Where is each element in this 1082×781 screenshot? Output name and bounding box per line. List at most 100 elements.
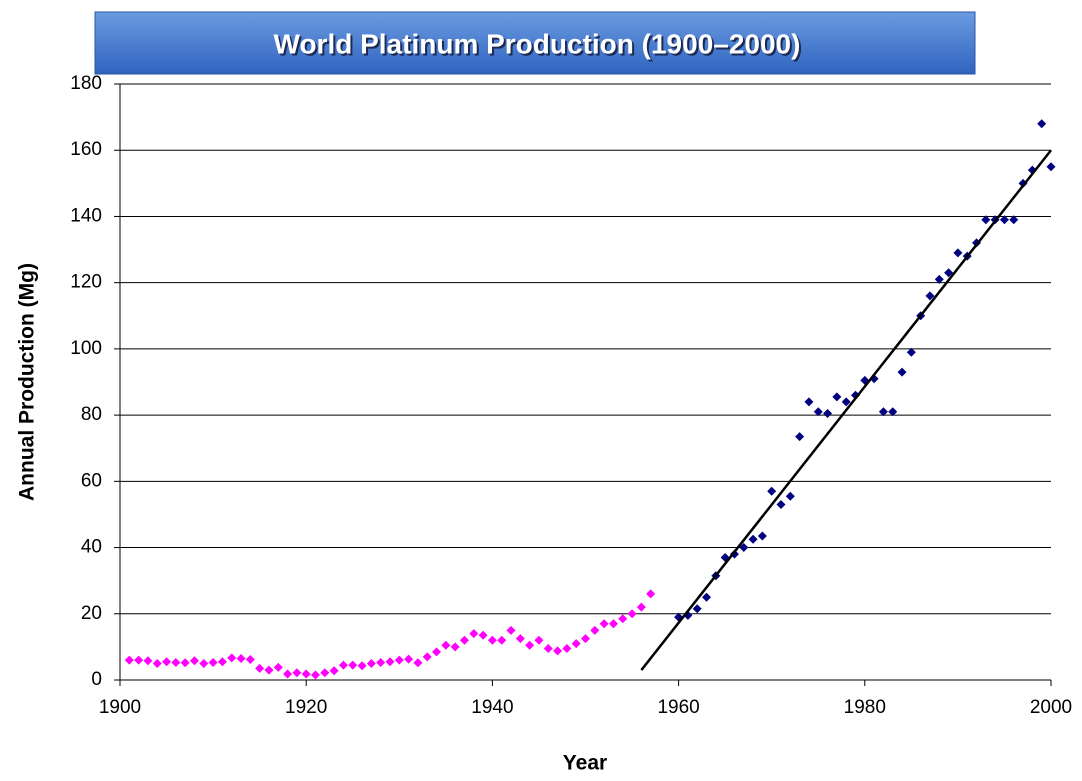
- point: [608, 619, 618, 629]
- point: [273, 662, 283, 672]
- x-tick-label: 1900: [99, 697, 141, 718]
- point: [618, 614, 628, 624]
- point: [813, 407, 823, 417]
- point: [739, 543, 749, 553]
- point: [981, 215, 991, 225]
- point: [757, 531, 767, 541]
- point: [245, 654, 255, 664]
- point: [441, 640, 451, 650]
- point: [432, 647, 442, 657]
- point: [888, 407, 898, 417]
- point: [357, 661, 367, 671]
- chart-title: World Platinum Production (1900–2000): [274, 28, 801, 59]
- point: [562, 644, 572, 654]
- y-tick-label: 180: [70, 73, 102, 94]
- point: [878, 407, 888, 417]
- point: [320, 668, 330, 678]
- point: [487, 635, 497, 645]
- point: [162, 657, 172, 667]
- point: [925, 291, 935, 301]
- point: [189, 656, 199, 666]
- point: [180, 658, 190, 668]
- point: [571, 639, 581, 649]
- point: [999, 215, 1009, 225]
- title-shadow: World Platinum Production (1900–2000): [276, 30, 803, 61]
- plot-area: 0 20 40 60 80 100 120 140 160 180 1900 1920 1940 1960…: [70, 73, 1072, 718]
- point: [785, 491, 795, 501]
- point: [525, 640, 535, 650]
- point: [497, 635, 507, 645]
- point: [404, 654, 414, 664]
- x-tick-label: 1920: [285, 697, 327, 718]
- point: [413, 658, 423, 668]
- point: [469, 629, 479, 639]
- point: [934, 274, 944, 284]
- point: [292, 668, 302, 678]
- point: [236, 653, 246, 663]
- point: [906, 347, 916, 357]
- point: [1009, 215, 1019, 225]
- point: [478, 630, 488, 640]
- point: [459, 635, 469, 645]
- y-tick-label: 140: [70, 205, 102, 226]
- point: [776, 500, 786, 510]
- point: [124, 655, 134, 665]
- trend-line: [640, 149, 1052, 671]
- point: [301, 669, 311, 679]
- y-tick-label: 100: [70, 338, 102, 359]
- point: [627, 609, 637, 619]
- point: [134, 655, 144, 665]
- x-tick-label: 1960: [657, 697, 699, 718]
- y-tick-label: 60: [81, 470, 102, 491]
- point: [581, 634, 590, 644]
- point: [506, 625, 516, 635]
- x-tick-label: 2000: [1030, 697, 1072, 718]
- point: [702, 592, 712, 602]
- point: [748, 534, 758, 544]
- point: [366, 658, 376, 668]
- point: [767, 486, 777, 496]
- point: [255, 663, 265, 673]
- point: [1046, 162, 1056, 172]
- point: [953, 248, 963, 258]
- point: [376, 657, 386, 667]
- point: [227, 653, 237, 663]
- point: [208, 657, 218, 667]
- point: [850, 390, 860, 400]
- point: [553, 646, 563, 656]
- point: [283, 669, 293, 679]
- point: [795, 432, 805, 442]
- point: [692, 604, 702, 614]
- point: [264, 665, 274, 675]
- point: [338, 660, 348, 670]
- point: [534, 635, 544, 645]
- point: [422, 652, 432, 662]
- point: [199, 658, 209, 668]
- point: [385, 657, 395, 667]
- point: [217, 657, 227, 667]
- point: [897, 367, 907, 377]
- point: [171, 657, 181, 667]
- point: [143, 656, 153, 666]
- point: [823, 408, 833, 418]
- point: [450, 642, 460, 652]
- point: [515, 634, 525, 644]
- point: [804, 397, 814, 407]
- point: [543, 644, 553, 654]
- y-tick-label: 0: [91, 669, 102, 690]
- y-tick-label: 80: [81, 404, 102, 425]
- point: [599, 619, 609, 629]
- point: [394, 655, 404, 665]
- point: [152, 658, 162, 668]
- y-tick-label: 120: [70, 272, 102, 293]
- point: [590, 625, 600, 635]
- point: [944, 268, 954, 278]
- y-tick-label: 40: [81, 537, 102, 558]
- point: [646, 589, 656, 599]
- x-tick-label: 1940: [471, 697, 513, 718]
- point: [329, 666, 339, 676]
- x-tick-label: 1980: [844, 697, 886, 718]
- point: [311, 670, 321, 680]
- y-axis-label: Annual Production (Mg): [16, 263, 39, 501]
- point: [1037, 119, 1047, 129]
